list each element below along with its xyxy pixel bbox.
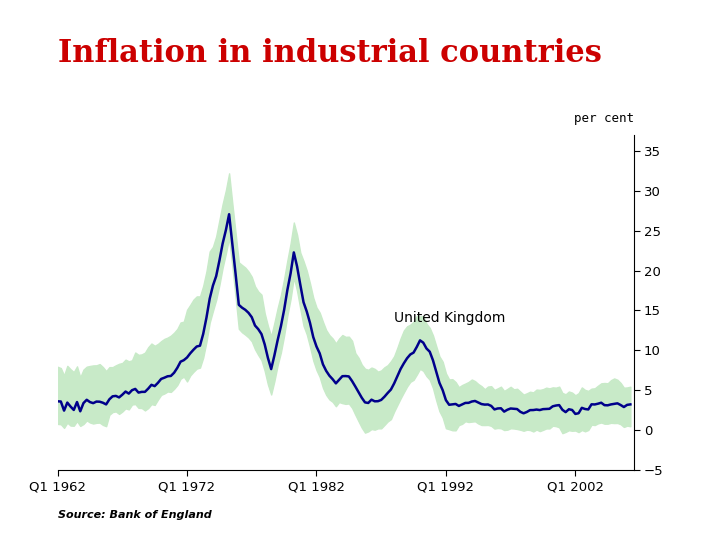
Text: United Kingdom: United Kingdom	[394, 312, 505, 325]
Text: Source: Bank of England: Source: Bank of England	[58, 510, 212, 521]
Text: per cent: per cent	[574, 112, 634, 125]
Text: Inflation in industrial countries: Inflation in industrial countries	[58, 38, 601, 69]
